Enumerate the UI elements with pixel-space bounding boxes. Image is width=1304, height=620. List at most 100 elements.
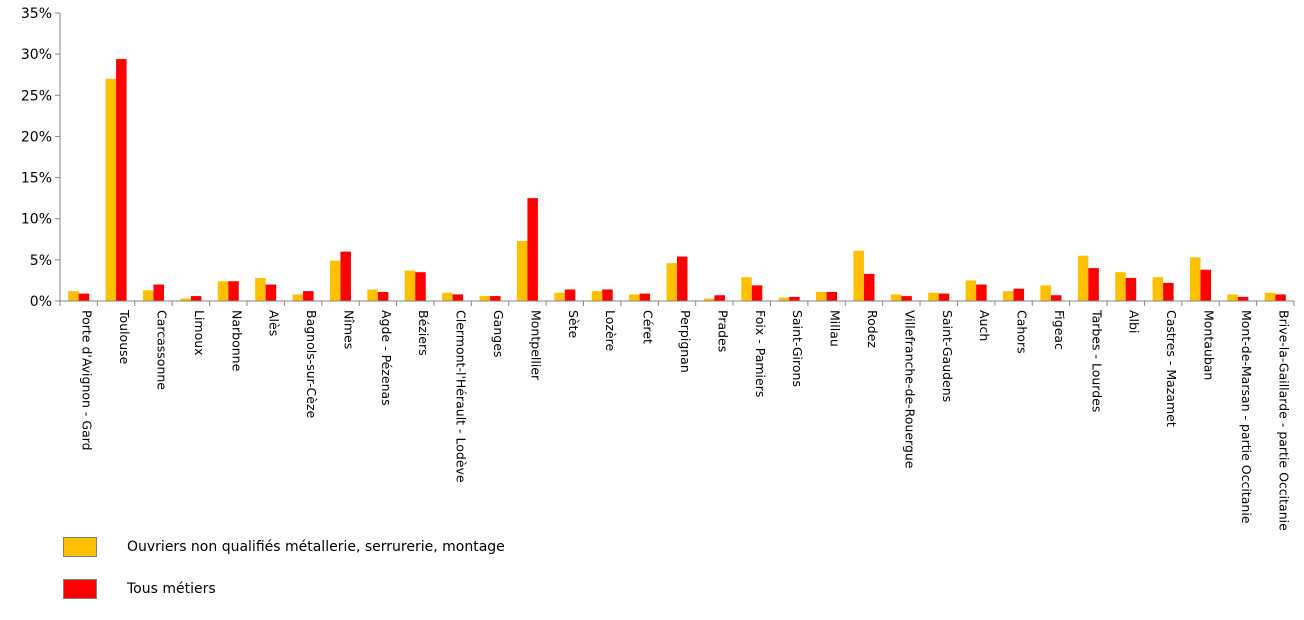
bar-ouvriers [217,281,229,301]
x-tick-label: Cahors [1015,310,1030,354]
x-tick-label: Béziers [416,310,431,356]
bar-tous-metiers [1050,295,1062,301]
x-tick-label: Saint-Gaudens [940,310,955,402]
x-tick-label: Castres - Mazamet [1164,310,1179,427]
bar-tous-metiers [265,284,277,301]
x-tick-label: Brive-la-Gaillarde - partie Occitanie [1276,310,1291,531]
axes [59,13,1294,302]
bar-tous-metiers [602,289,613,301]
x-tick-label: Limoux [192,310,207,356]
legend-label-series-2: Tous métiers [127,581,216,597]
x-tick-label: Ganges [491,310,506,357]
bar-tous-metiers [153,284,164,301]
legend: Ouvriers non qualifiés métallerie, serru… [63,536,505,620]
y-tick-label: 0% [30,294,52,310]
bar-tous-metiers [340,251,351,301]
bar-ouvriers [741,277,752,301]
x-tick-label: Lozère [603,310,618,352]
bar-ouvriers [629,294,640,301]
x-axis-tick-labels: Porte d'Avignon - Gard Toulouse Carcassonn… [59,301,1295,531]
bar-tous-metiers [377,291,389,301]
x-tick-label: Millau [828,310,843,347]
x-tick-label: Figeac [1052,310,1067,350]
bar-tous-metiers [303,291,314,301]
bar-tous-metiers [228,281,239,301]
bar-ouvriers [1190,257,1201,301]
x-tick-label: Albi [1127,310,1142,333]
bar-ouvriers [965,280,977,301]
bar-ouvriers [180,298,191,301]
y-tick-label: 30% [21,47,52,63]
x-tick-label: Saint-Girons [790,310,805,387]
bar-ouvriers [292,294,304,301]
legend-swatch-series-1 [63,537,97,557]
x-tick-label: Narbonne [229,310,244,372]
bar-tous-metiers [901,296,912,301]
bar-chart: 0% 5% 10% 15% 20% 25% 30% 35% Porte d'Avignon -… [21,6,1295,531]
x-tick-label: Prades [715,310,730,352]
bar-ouvriers [404,270,416,301]
y-tick-label: 5% [30,253,52,269]
y-tick-label: 20% [21,129,52,145]
x-tick-label: Montpellier [528,310,543,381]
x-tick-label: Perpignan [678,310,693,373]
bar-ouvriers [142,290,154,301]
bar-tous-metiers [452,294,464,301]
bar-ouvriers [853,250,864,301]
x-tick-label: Tarbes - Lourdes [1089,309,1104,412]
bar-ouvriers [591,291,603,301]
bar-ouvriers [1227,294,1238,301]
x-tick-label: Mont-de-Marsan - partie Occitanie [1239,310,1254,524]
bar-ouvriers [255,277,266,301]
bar-ouvriers [442,292,453,301]
y-tick-label: 25% [21,88,52,104]
bar-tous-metiers [527,198,538,301]
bar-ouvriers [367,289,378,301]
legend-label-series-1: Ouvriers non qualifiés métallerie, serru… [127,539,505,555]
x-tick-label: Auch [977,310,992,341]
bar-tous-metiers [116,59,127,301]
y-tick-label: 35% [21,6,52,22]
bar-ouvriers [68,291,79,301]
bar-series [68,59,1286,301]
bar-tous-metiers [826,291,838,301]
x-tick-label: Rodez [865,310,880,348]
bar-ouvriers [928,292,939,301]
x-tick-label: Clermont-l'Hérault - Lodève [454,310,469,483]
bar-ouvriers [890,294,902,301]
x-tick-label: Carcassonne [154,310,169,390]
x-tick-label: Sète [566,310,581,339]
bar-tous-metiers [1163,282,1174,301]
bar-tous-metiers [1125,277,1137,301]
bar-tous-metiers [751,285,763,301]
bar-ouvriers [666,263,677,301]
bar-ouvriers [1264,292,1276,301]
bar-tous-metiers [190,296,202,301]
legend-item-series-2: Tous métiers [63,578,505,600]
x-tick-label: Villefranche-de-Rouergue [902,310,917,469]
bar-ouvriers [816,291,827,301]
bar-tous-metiers [415,272,426,301]
legend-item-series-1: Ouvriers non qualifiés métallerie, serru… [63,536,505,558]
bar-tous-metiers [677,256,688,301]
bar-ouvriers [479,296,491,301]
x-tick-label: Porte d'Avignon - Gard [80,310,95,451]
bar-tous-metiers [1237,296,1249,301]
bar-ouvriers [778,297,790,301]
bar-ouvriers [1152,277,1164,301]
bar-ouvriers [1040,285,1051,301]
bar-tous-metiers [564,289,576,301]
bar-ouvriers [105,78,117,301]
x-tick-label: Céret [641,310,656,344]
x-tick-label: Nîmes [341,310,356,349]
x-tick-label: Montauban [1202,310,1217,380]
bar-tous-metiers [714,295,725,301]
x-tick-label: Toulouse [117,309,132,365]
y-tick-label: 15% [21,171,52,187]
bar-tous-metiers [639,293,651,301]
bar-ouvriers [554,292,565,301]
bar-tous-metiers [938,293,950,301]
bar-ouvriers [516,240,528,301]
bar-tous-metiers [1013,288,1025,301]
bar-tous-metiers [1275,294,1286,301]
